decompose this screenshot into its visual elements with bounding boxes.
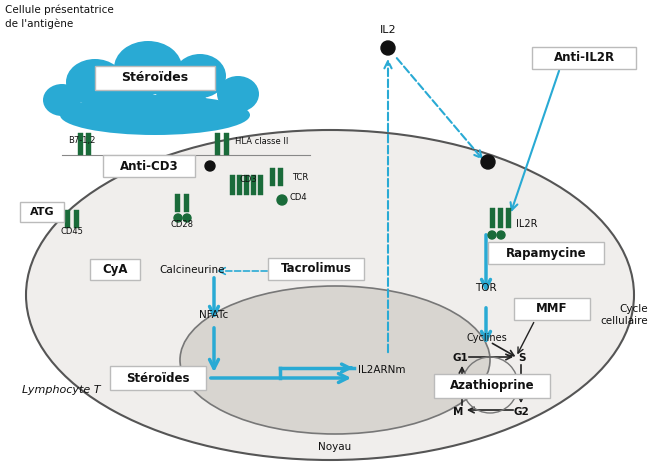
FancyBboxPatch shape [532,47,636,69]
FancyBboxPatch shape [110,366,206,390]
Ellipse shape [217,76,259,112]
Ellipse shape [180,286,490,434]
Text: Cycle
cellulaire: Cycle cellulaire [600,304,648,326]
Text: de l'antigène: de l'antigène [5,19,73,29]
Circle shape [183,214,191,222]
Text: ATG: ATG [30,207,55,217]
Circle shape [174,214,182,222]
Text: CD28: CD28 [170,220,194,230]
Text: G2: G2 [513,407,529,417]
Text: Noyau: Noyau [318,442,352,452]
Text: TOR: TOR [475,283,497,293]
Bar [74,210,79,228]
FancyBboxPatch shape [268,258,364,280]
Bar [506,208,511,228]
FancyBboxPatch shape [103,155,195,177]
Text: CD3: CD3 [239,175,257,185]
Text: B7-1,2: B7-1,2 [69,135,96,145]
Text: Calcineurine: Calcineurine [159,265,224,275]
Bar [237,175,242,195]
FancyBboxPatch shape [488,242,604,264]
Ellipse shape [66,59,124,105]
Circle shape [205,161,215,171]
Text: Cellule présentatrice: Cellule présentatrice [5,5,114,15]
Text: MMF: MMF [536,303,567,315]
Bar [251,175,256,195]
FancyBboxPatch shape [95,66,215,90]
Text: Stéroïdes: Stéroïdes [127,372,190,385]
Bar [224,133,229,155]
Text: Azathioprine: Azathioprine [450,379,534,392]
Text: Cyclines: Cyclines [467,333,507,343]
Text: Lymphocyte T: Lymphocyte T [22,385,101,395]
Ellipse shape [152,84,208,128]
Ellipse shape [114,41,182,95]
Text: Stéroïdes: Stéroïdes [121,72,188,85]
Bar [278,168,283,186]
Text: TCR: TCR [292,173,308,182]
Ellipse shape [43,84,81,116]
Text: CD4: CD4 [290,193,308,202]
Ellipse shape [174,54,226,98]
Circle shape [381,41,395,55]
Bar [65,210,70,228]
Text: G1: G1 [452,353,468,363]
Bar [78,133,83,155]
FancyBboxPatch shape [434,374,550,398]
Text: CyA: CyA [103,264,128,277]
Circle shape [497,231,505,239]
Bar [184,194,189,212]
Bar [244,175,249,195]
Text: IL2ARNm: IL2ARNm [358,365,406,375]
Bar [215,133,220,155]
Bar [86,133,91,155]
Text: M: M [453,407,463,417]
Text: HLA classe II: HLA classe II [235,137,288,146]
Bar [270,168,275,186]
Ellipse shape [26,130,634,460]
FancyBboxPatch shape [90,259,140,280]
Ellipse shape [94,80,156,128]
Text: Rapamycine: Rapamycine [505,246,586,259]
Text: CD45: CD45 [61,227,83,237]
Bar [498,208,503,228]
Text: Tacrolimus: Tacrolimus [280,263,352,275]
Bar [230,175,235,195]
Circle shape [277,195,287,205]
FancyBboxPatch shape [514,298,590,320]
Bar [490,208,495,228]
Text: IL2: IL2 [380,25,396,35]
Circle shape [488,231,496,239]
Ellipse shape [60,95,250,135]
Text: NFATc: NFATc [199,310,228,320]
Text: IL2R: IL2R [516,219,537,229]
Bar [258,175,263,195]
Circle shape [481,155,495,169]
FancyBboxPatch shape [20,202,64,222]
Text: S: S [518,353,525,363]
Text: Anti-CD3: Anti-CD3 [120,159,178,173]
Bar [175,194,180,212]
Text: Anti-IL2R: Anti-IL2R [553,52,615,65]
